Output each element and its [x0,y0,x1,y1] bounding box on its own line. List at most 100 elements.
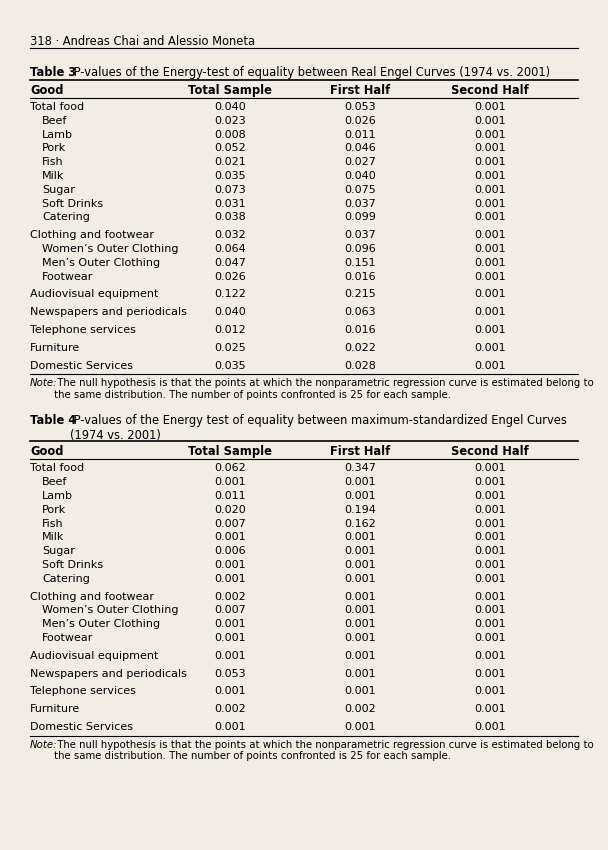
Text: 0.001: 0.001 [214,619,246,629]
Text: 0.001: 0.001 [474,633,506,643]
Text: 0.075: 0.075 [344,184,376,195]
Text: 0.011: 0.011 [344,129,376,139]
Text: 0.021: 0.021 [214,157,246,167]
Text: 0.040: 0.040 [214,307,246,317]
Text: Newspapers and periodicals: Newspapers and periodicals [30,307,187,317]
Text: Footwear: Footwear [42,633,94,643]
Text: 0.001: 0.001 [474,171,506,181]
Text: P-values of the Energy test of equality between maximum-standardized Engel Curve: P-values of the Energy test of equality … [70,415,567,442]
Text: 0.028: 0.028 [344,360,376,371]
Text: 0.073: 0.073 [214,184,246,195]
Text: 0.001: 0.001 [474,230,506,241]
Text: 0.001: 0.001 [474,491,506,501]
Text: Good: Good [30,445,63,458]
Text: 0.215: 0.215 [344,289,376,299]
Text: Telephone services: Telephone services [30,325,136,335]
Text: Pork: Pork [42,144,66,153]
Text: 0.001: 0.001 [474,212,506,223]
Text: 0.001: 0.001 [474,574,506,584]
Text: 0.001: 0.001 [474,157,506,167]
Text: First Half: First Half [330,84,390,97]
Text: 0.001: 0.001 [474,687,506,696]
Text: 0.062: 0.062 [214,463,246,473]
Text: Table 4: Table 4 [30,415,76,428]
Text: 0.001: 0.001 [214,477,246,487]
Text: 0.046: 0.046 [344,144,376,153]
Text: Good: Good [30,84,63,97]
Text: 0.002: 0.002 [214,704,246,714]
Text: Second Half: Second Half [451,445,529,458]
Text: Newspapers and periodicals: Newspapers and periodicals [30,669,187,678]
Text: 0.001: 0.001 [344,669,376,678]
Text: 0.001: 0.001 [214,633,246,643]
Text: 0.037: 0.037 [344,230,376,241]
Text: 0.027: 0.027 [344,157,376,167]
Text: 0.001: 0.001 [474,289,506,299]
Text: 0.031: 0.031 [214,199,246,208]
Text: Soft Drinks: Soft Drinks [42,199,103,208]
Text: Telephone services: Telephone services [30,687,136,696]
Text: Milk: Milk [42,532,64,542]
Text: 0.001: 0.001 [474,272,506,281]
Text: Catering: Catering [42,574,90,584]
Text: 0.001: 0.001 [474,592,506,602]
Text: Women’s Outer Clothing: Women’s Outer Clothing [42,605,179,615]
Text: Pork: Pork [42,505,66,515]
Text: 0.038: 0.038 [214,212,246,223]
Text: 0.001: 0.001 [344,532,376,542]
Text: Milk: Milk [42,171,64,181]
Text: 0.001: 0.001 [474,518,506,529]
Text: Total food: Total food [30,463,84,473]
Text: 0.001: 0.001 [474,560,506,570]
Text: 0.001: 0.001 [474,505,506,515]
Text: 0.001: 0.001 [344,560,376,570]
Text: The null hypothesis is that the points at which the nonparametric regression cur: The null hypothesis is that the points a… [54,378,594,400]
Text: 0.096: 0.096 [344,244,376,254]
Text: 0.022: 0.022 [344,343,376,353]
Text: P-values of the Energy-test of equality between Real Engel Curves (1974 vs. 2001: P-values of the Energy-test of equality … [70,66,550,79]
Text: 0.020: 0.020 [214,505,246,515]
Text: Footwear: Footwear [42,272,94,281]
Text: 0.063: 0.063 [344,307,376,317]
Text: 0.007: 0.007 [214,605,246,615]
Text: 0.016: 0.016 [344,325,376,335]
Text: 0.001: 0.001 [214,687,246,696]
Text: 0.001: 0.001 [214,651,246,660]
Text: Lamb: Lamb [42,491,73,501]
Text: 0.008: 0.008 [214,129,246,139]
Text: 0.001: 0.001 [214,532,246,542]
Text: 0.001: 0.001 [474,116,506,126]
Text: Domestic Services: Domestic Services [30,360,133,371]
Text: Fish: Fish [42,518,64,529]
Text: 0.001: 0.001 [474,605,506,615]
Text: 0.064: 0.064 [214,244,246,254]
Text: 0.001: 0.001 [474,669,506,678]
Text: Sugar: Sugar [42,547,75,556]
Text: 0.001: 0.001 [344,592,376,602]
Text: 0.001: 0.001 [474,129,506,139]
Text: 0.001: 0.001 [214,560,246,570]
Text: Domestic Services: Domestic Services [30,722,133,732]
Text: 0.025: 0.025 [214,343,246,353]
Text: Men’s Outer Clothing: Men’s Outer Clothing [42,619,160,629]
Text: 0.006: 0.006 [214,547,246,556]
Text: Audiovisual equipment: Audiovisual equipment [30,289,158,299]
Text: 0.001: 0.001 [474,244,506,254]
Text: 0.001: 0.001 [474,184,506,195]
Text: Beef: Beef [42,477,67,487]
Text: Total Sample: Total Sample [188,445,272,458]
Text: The null hypothesis is that the points at which the nonparametric regression cur: The null hypothesis is that the points a… [54,740,594,762]
Text: 0.053: 0.053 [214,669,246,678]
Text: 0.001: 0.001 [474,477,506,487]
Text: 0.026: 0.026 [214,272,246,281]
Text: Clothing and footwear: Clothing and footwear [30,592,154,602]
Text: 0.001: 0.001 [474,199,506,208]
Text: Total Sample: Total Sample [188,84,272,97]
Text: Clothing and footwear: Clothing and footwear [30,230,154,241]
Text: 0.001: 0.001 [474,463,506,473]
Text: 0.037: 0.037 [344,199,376,208]
Text: 0.001: 0.001 [344,722,376,732]
Text: Second Half: Second Half [451,84,529,97]
Text: 0.099: 0.099 [344,212,376,223]
Text: 0.001: 0.001 [344,651,376,660]
